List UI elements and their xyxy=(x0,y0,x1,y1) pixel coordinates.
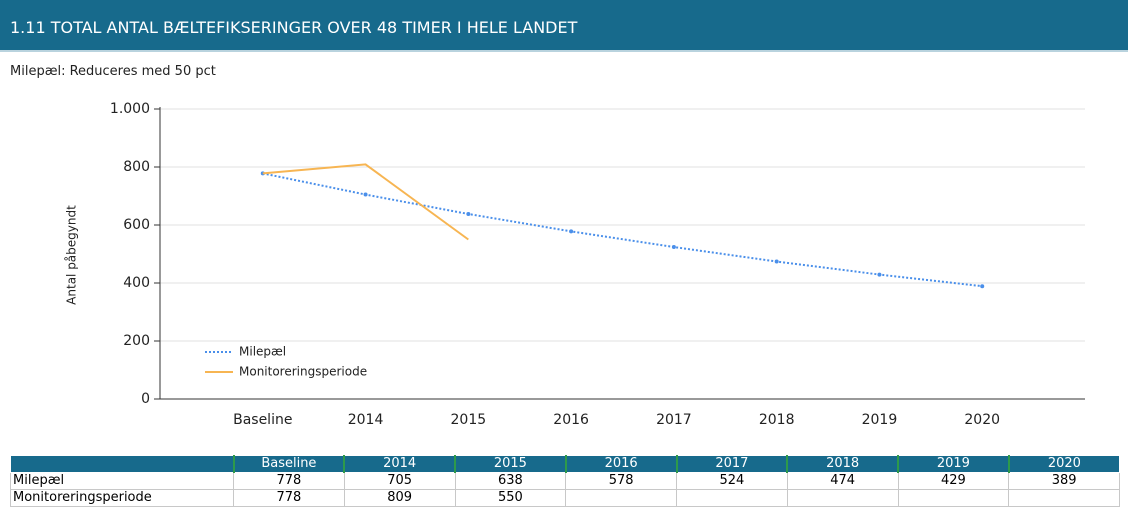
table-cell: 524 xyxy=(676,472,788,490)
column-header: Baseline xyxy=(232,455,345,473)
column-header: 2019 xyxy=(897,455,1010,473)
y-tick-label: 200 xyxy=(123,333,150,349)
subtitle: Milepæl: Reduceres med 50 pct xyxy=(10,64,216,79)
table-cell xyxy=(1008,489,1120,507)
x-tick-label: 2015 xyxy=(451,412,487,428)
point xyxy=(877,272,882,277)
y-tick-label: 0 xyxy=(141,391,150,407)
y-tick-label: 800 xyxy=(123,159,150,175)
table-row: Monitoreringsperiode 778 809 550 xyxy=(10,489,1120,507)
x-tick-label: 2019 xyxy=(862,412,898,428)
table-cell: 550 xyxy=(454,489,567,507)
table-cell xyxy=(786,489,899,507)
corner-cell xyxy=(10,455,234,473)
table-cell xyxy=(565,489,677,507)
table-cell: 778 xyxy=(233,489,345,507)
point xyxy=(671,245,676,250)
column-header: 2020 xyxy=(1007,455,1120,473)
table-cell: 429 xyxy=(897,472,1010,490)
point xyxy=(980,284,985,289)
point xyxy=(569,229,574,234)
legend-label: Milepæl xyxy=(239,345,286,359)
legend-label: Monitoreringsperiode xyxy=(239,365,367,379)
column-header: 2018 xyxy=(786,455,899,473)
chart: Antal påbegyndt 0 200 400 600 800 1.000 Baseli… xyxy=(65,101,1085,428)
data-table: Baseline 2014 2015 2016 2017 2018 2019 2020 Mile… xyxy=(10,455,1120,507)
table-cell: 809 xyxy=(343,489,456,507)
x-tick-label: Baseline xyxy=(233,412,292,428)
point xyxy=(774,259,779,264)
x-tick-label: 2020 xyxy=(964,412,1000,428)
row-header: Milepæl xyxy=(10,472,234,490)
y-axis-label: Antal påbegyndt xyxy=(65,205,79,305)
x-tick-label: 2014 xyxy=(348,412,384,428)
column-header: 2016 xyxy=(564,455,677,473)
table-row: Baseline 2014 2015 2016 2017 2018 2019 2020 xyxy=(10,455,1120,473)
table-row: Milepæl 778 705 638 578 524 474 429 389 xyxy=(10,472,1120,490)
y-tick-label: 400 xyxy=(123,275,150,291)
column-header: 2014 xyxy=(343,455,456,473)
series-line xyxy=(262,163,469,241)
row-header: Monitoreringsperiode xyxy=(10,489,234,507)
point xyxy=(363,192,368,197)
series-line xyxy=(262,172,983,288)
table-cell: 778 xyxy=(233,472,345,490)
x-tick-label: 2018 xyxy=(759,412,795,428)
table-cell: 638 xyxy=(454,472,567,490)
header-title: 1.11 TOTAL ANTAL BÆLTEFIKSERINGER OVER 4… xyxy=(10,18,578,37)
table-cell: 474 xyxy=(786,472,899,490)
table-cell: 389 xyxy=(1008,472,1120,490)
column-header: 2017 xyxy=(675,455,788,473)
y-tick-label: 600 xyxy=(123,217,150,233)
header-bar: 1.11 TOTAL ANTAL BÆLTEFIKSERINGER OVER 4… xyxy=(0,0,1128,52)
x-tick-label: 2016 xyxy=(553,412,589,428)
table-cell xyxy=(897,489,1010,507)
table-cell xyxy=(676,489,788,507)
table-cell: 578 xyxy=(565,472,677,490)
y-tick-label: 1.000 xyxy=(110,101,150,117)
column-header: 2015 xyxy=(454,455,567,473)
x-tick-label: 2017 xyxy=(656,412,692,428)
point xyxy=(466,211,471,216)
table-cell: 705 xyxy=(343,472,456,490)
